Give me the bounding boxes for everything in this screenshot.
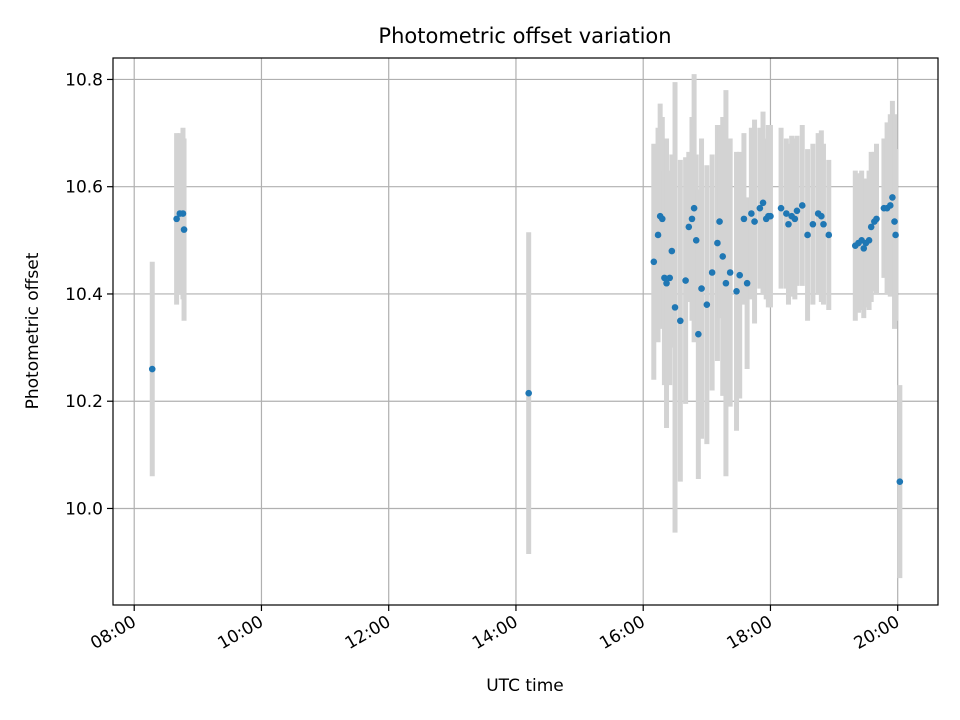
data-point [743, 279, 751, 287]
data-point [695, 330, 702, 338]
data-point [798, 202, 806, 209]
data-point [825, 231, 833, 239]
chart-title: Photometric offset variation [378, 24, 671, 48]
x-tick-label: 14:00 [469, 612, 521, 654]
data-point [767, 212, 774, 220]
data-point [698, 285, 705, 292]
data-point [682, 277, 689, 284]
plot-area-frame [112, 57, 939, 606]
x-tick-label: 08:00 [87, 612, 139, 654]
data-point [873, 215, 880, 223]
grid-lines [113, 58, 938, 605]
x-tick-label: 16:00 [596, 612, 648, 654]
data-point [896, 478, 904, 485]
x-tick-label: 12:00 [342, 612, 394, 654]
data-point [661, 274, 668, 282]
data-point [726, 269, 734, 276]
x-tick-label: 10:00 [215, 612, 267, 654]
data-point [722, 279, 730, 287]
data-point [740, 215, 748, 223]
data-points [148, 194, 904, 485]
y-tick-label: 10.4 [65, 285, 103, 305]
data-point [889, 194, 896, 201]
data-point [867, 223, 875, 231]
data-point [809, 220, 817, 228]
data-point [791, 215, 799, 223]
data-point [818, 212, 825, 220]
data-point [783, 210, 790, 217]
data-point [756, 204, 764, 212]
data-point [736, 271, 744, 279]
data-point [759, 199, 767, 207]
data-point [173, 215, 180, 223]
data-point [820, 220, 827, 228]
data-point [777, 204, 785, 212]
data-point [785, 220, 792, 228]
data-point [892, 231, 899, 239]
data-point [865, 237, 873, 244]
data-point [703, 301, 711, 308]
data-point [658, 215, 666, 223]
data-point [716, 218, 723, 225]
data-point [748, 210, 755, 217]
data-point [654, 231, 662, 239]
data-point [891, 218, 898, 225]
data-point [690, 204, 698, 212]
data-point [685, 223, 693, 231]
y-axis-label: Photometric offset [23, 252, 43, 409]
data-point [708, 269, 716, 276]
y-axis-ticks: 10.0 10.2 10.4 10.6 10.8 [65, 70, 113, 519]
data-point [692, 237, 700, 244]
error-bars [149, 74, 903, 579]
y-tick-label: 10.8 [65, 70, 103, 90]
data-point [666, 274, 674, 282]
data-point [733, 287, 740, 295]
data-point [751, 218, 758, 225]
data-point [671, 304, 679, 311]
data-point [663, 279, 670, 287]
x-tick-label: 20:00 [851, 612, 903, 654]
data-point [804, 231, 811, 239]
data-point [719, 253, 727, 260]
data-point [525, 389, 532, 397]
y-tick-label: 10.0 [65, 499, 103, 519]
x-tick-label: 18:00 [724, 612, 776, 654]
data-point [688, 215, 696, 223]
data-point [148, 365, 156, 373]
y-tick-label: 10.6 [65, 178, 103, 198]
data-point [179, 210, 187, 217]
y-tick-label: 10.2 [65, 392, 103, 412]
data-point [714, 239, 721, 247]
data-point [793, 207, 801, 215]
data-point [677, 317, 684, 325]
data-point [180, 226, 188, 233]
x-axis-ticks: 08:00 10:00 12:00 14:00 16:00 18:00 20:00 [87, 605, 903, 654]
data-point [860, 245, 868, 252]
data-point [886, 202, 894, 209]
data-point [668, 247, 676, 255]
x-axis-label: UTC time [486, 676, 564, 696]
data-point [650, 258, 658, 266]
